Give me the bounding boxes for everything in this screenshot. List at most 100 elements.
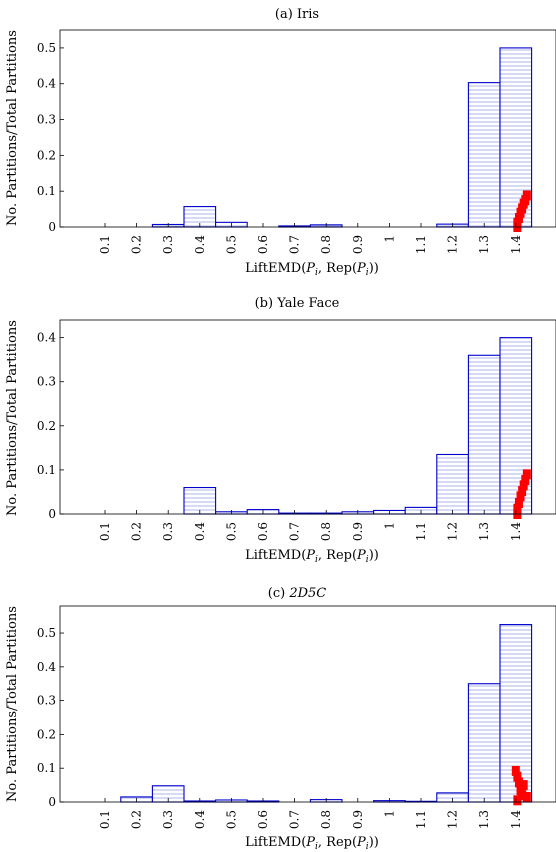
chart-bars <box>183 337 533 515</box>
x-tick-label: 0.6 <box>256 235 270 254</box>
x-tick-label: 0.9 <box>351 522 365 541</box>
x-tick-label: 0.4 <box>193 235 207 254</box>
x-tick-label: 0.5 <box>224 235 238 254</box>
x-tick-label: 1.4 <box>509 235 523 254</box>
x-ticks: 0.1 0.2 0.3 0.4 0.5 0.6 0.7 0.8 0.9 1 1.1 1.2 1.3 1.4 <box>98 798 523 829</box>
x-tick-label: 1.2 <box>446 810 460 829</box>
red-marker <box>514 497 523 508</box>
x-tick-label: 0.5 <box>224 810 238 829</box>
red-marker <box>516 491 525 502</box>
x-tick-label: 0.4 <box>193 810 207 829</box>
chart-bars <box>120 624 533 803</box>
red-marker <box>514 777 523 788</box>
x-tick-label: 0.5 <box>224 522 238 541</box>
x-tick-label: 0.4 <box>193 522 207 541</box>
plot-frame <box>59 605 556 803</box>
x-tick-label: 1.3 <box>477 235 491 254</box>
x-tick-label: 0.7 <box>288 235 302 254</box>
x-tick-label: 1.1 <box>414 810 428 829</box>
chart-title: (a) Iris <box>275 7 319 22</box>
x-tick-label: 0.9 <box>351 810 365 829</box>
x-tick-label: 0.2 <box>130 235 144 254</box>
x-tick-label: 0.1 <box>98 235 112 254</box>
bar-1.3 <box>467 683 501 803</box>
x-tick-label: 1.1 <box>414 235 428 254</box>
y-tick-label: 0.5 <box>37 626 56 640</box>
x-tick-label: 0.2 <box>130 810 144 829</box>
x-tick-label: 0.3 <box>161 235 175 254</box>
x-tick-label: 1 <box>382 810 396 818</box>
red-marker <box>519 780 528 791</box>
y-axis-label: No. Partitions/Total Partitions <box>5 30 20 226</box>
y-ticks: 0 0.1 0.2 0.3 0.4 0.5 <box>37 41 64 234</box>
x-tick-label: 0.1 <box>98 522 112 541</box>
y-tick-label: 0 <box>48 795 56 809</box>
chart-markers <box>511 765 531 806</box>
x-tick-label: 0.6 <box>256 522 270 541</box>
y-tick-label: 0 <box>48 507 56 521</box>
x-tick-label: 0.8 <box>319 810 333 829</box>
y-axis-label: No. Partitions/Total Partitions <box>5 320 20 516</box>
red-marker <box>513 503 522 514</box>
x-tick-label: 0.8 <box>319 235 333 254</box>
x-axis-label: LiftEMD(Pi, Rep(Pi)) <box>245 835 379 852</box>
x-ticks: 0.1 0.2 0.3 0.4 0.5 0.6 0.7 0.8 0.9 1 1.1 1.2 1.3 1.4 <box>98 510 523 541</box>
x-tick-label: 1.1 <box>414 522 428 541</box>
x-tick-label: 0.9 <box>351 235 365 254</box>
red-marker <box>521 475 530 486</box>
x-tick-label: 1.2 <box>446 235 460 254</box>
y-ticks: 0 0.1 0.2 0.3 0.4 <box>37 331 64 521</box>
y-tick-label: 0.2 <box>37 727 56 741</box>
x-ticks: 0.1 0.2 0.3 0.4 0.5 0.6 0.7 0.8 0.9 1 1.1 1.2 1.3 1.4 <box>98 223 523 254</box>
y-tick-label: 0.1 <box>37 761 56 775</box>
y-tick-label: 0.4 <box>37 77 56 91</box>
y-tick-label: 0.1 <box>37 184 56 198</box>
red-marker <box>518 486 527 497</box>
chart-panel-b: (b) Yale Face 0 0.1 0.2 0.3 0.4 0.1 0.2 0.3 0.4… <box>5 296 556 565</box>
bar-1.2 <box>436 453 469 515</box>
x-tick-label: 1 <box>382 522 396 530</box>
red-marker <box>518 790 527 801</box>
y-tick-label: 0.3 <box>37 375 56 389</box>
x-tick-label: 0.7 <box>288 810 302 829</box>
chart-title: (c) 2D5C <box>268 586 327 601</box>
red-marker <box>516 785 525 796</box>
x-tick-label: 0.7 <box>288 522 302 541</box>
red-marker <box>513 795 522 806</box>
x-tick-label: 1 <box>382 235 396 243</box>
x-axis-label: LiftEMD(Pi, Rep(Pi)) <box>245 548 379 565</box>
x-tick-label: 0.3 <box>161 810 175 829</box>
x-axis-label: LiftEMD(Pi, Rep(Pi)) <box>245 261 379 278</box>
y-tick-label: 0.4 <box>37 660 56 674</box>
y-tick-label: 0.5 <box>37 41 56 55</box>
red-marker <box>514 213 523 224</box>
red-marker <box>522 469 531 480</box>
y-tick-label: 0.3 <box>37 113 56 127</box>
plot-frame <box>59 319 556 515</box>
chart-bars <box>151 47 533 228</box>
red-marker <box>513 771 522 782</box>
x-tick-label: 0.2 <box>130 522 144 541</box>
x-tick-label: 1.2 <box>446 522 460 541</box>
x-tick-label: 0.6 <box>256 810 270 829</box>
x-tick-label: 1.3 <box>477 522 491 541</box>
chart-panel-a: (a) Iris 00.10.20.30.40.5 0.1 0.2 0.3 0.4 0.… <box>5 7 556 278</box>
red-marker <box>522 791 531 802</box>
chart-title: (b) Yale Face <box>255 296 340 311</box>
y-ticks: 0 0.1 0.2 0.3 0.4 0.5 <box>37 626 64 809</box>
chart-panel-c: (c) 2D5C 00.10.20.30.40.5 0.1 0.2 0.3 0.4 0.… <box>5 586 556 852</box>
y-tick-label: 0.4 <box>37 331 56 345</box>
x-tick-label: 1.4 <box>509 522 523 541</box>
bar-1.3 <box>467 354 501 515</box>
red-marker <box>511 765 520 776</box>
x-tick-label: 1.3 <box>477 810 491 829</box>
red-marker <box>522 190 531 201</box>
y-tick-label: 0.2 <box>37 419 56 433</box>
x-tick-label: 1.4 <box>509 810 523 829</box>
y-tick-label: 0.2 <box>37 148 56 162</box>
plot-frame <box>59 29 556 228</box>
x-tick-label: 0.1 <box>98 810 112 829</box>
y-axis-label: No. Partitions/Total Partitions <box>5 606 20 802</box>
y-tick-label: 0.3 <box>37 694 56 708</box>
